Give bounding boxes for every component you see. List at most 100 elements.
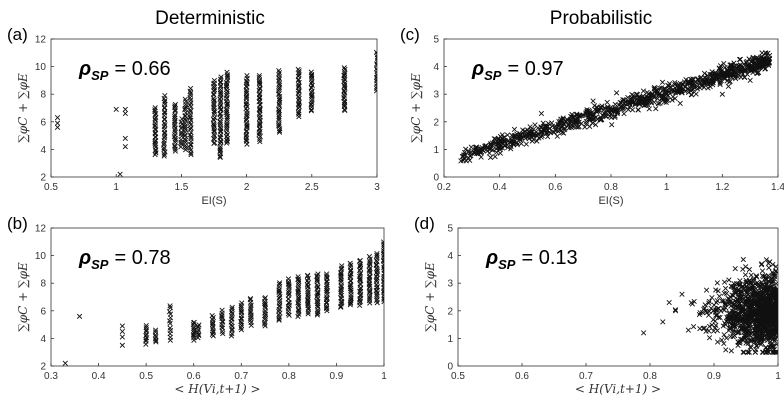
data-point bbox=[219, 324, 225, 330]
data-point bbox=[612, 101, 618, 107]
data-point bbox=[636, 99, 642, 105]
data-point bbox=[773, 280, 778, 287]
data-point bbox=[742, 297, 748, 303]
data-point bbox=[366, 274, 373, 280]
x-tick-label: 0.7 bbox=[234, 371, 248, 382]
data-point bbox=[544, 130, 550, 137]
data-point bbox=[183, 117, 189, 124]
data-point bbox=[713, 70, 719, 76]
data-point bbox=[743, 319, 750, 325]
data-point bbox=[172, 148, 178, 154]
x-tick-label: 1.5 bbox=[174, 182, 188, 193]
data-point bbox=[276, 82, 283, 88]
data-point bbox=[655, 100, 661, 107]
data-point bbox=[191, 329, 197, 335]
data-point bbox=[736, 56, 743, 63]
y-axis-label: ∑φC + ∑φE bbox=[409, 73, 423, 143]
data-point bbox=[276, 106, 282, 112]
data-point bbox=[285, 289, 292, 296]
y-tick-label: 4 bbox=[40, 145, 46, 156]
data-point bbox=[276, 76, 283, 82]
data-point bbox=[239, 300, 245, 306]
data-point bbox=[713, 312, 719, 318]
data-point bbox=[759, 337, 765, 343]
data-point bbox=[119, 334, 125, 340]
data-point bbox=[505, 144, 511, 151]
data-point bbox=[759, 268, 766, 274]
data-point bbox=[721, 279, 728, 285]
data-point bbox=[689, 92, 695, 98]
y-tick-label: 2 bbox=[40, 173, 46, 184]
data-point bbox=[735, 281, 742, 287]
data-point bbox=[723, 335, 730, 341]
data-point bbox=[381, 289, 384, 295]
data-point bbox=[752, 281, 758, 287]
data-point bbox=[238, 320, 244, 326]
data-point bbox=[605, 104, 611, 110]
data-point bbox=[296, 87, 302, 94]
data-point bbox=[768, 314, 775, 320]
data-point bbox=[527, 124, 533, 130]
data-point bbox=[593, 122, 599, 128]
data-point bbox=[744, 288, 750, 294]
data-point bbox=[338, 290, 344, 297]
data-point bbox=[218, 102, 224, 108]
data-point bbox=[492, 154, 498, 160]
data-point bbox=[721, 332, 727, 338]
data-point bbox=[167, 325, 173, 331]
data-point bbox=[381, 293, 384, 299]
data-point bbox=[750, 54, 756, 60]
data-point bbox=[697, 85, 703, 91]
y-tick-label: 1 bbox=[447, 334, 453, 345]
data-point bbox=[62, 360, 68, 366]
data-point bbox=[613, 90, 620, 96]
data-point bbox=[709, 294, 715, 301]
data-point bbox=[717, 314, 723, 321]
data-point bbox=[740, 285, 746, 292]
data-point bbox=[217, 90, 224, 97]
data-point bbox=[474, 151, 480, 157]
data-point bbox=[475, 151, 482, 157]
data-point bbox=[735, 63, 741, 70]
data-point bbox=[276, 115, 282, 122]
data-point bbox=[276, 122, 282, 128]
data-point bbox=[771, 300, 777, 307]
data-point bbox=[774, 303, 778, 309]
x-tick-label: 0.8 bbox=[604, 182, 618, 193]
y-tick-label: 3 bbox=[433, 90, 439, 101]
data-point bbox=[152, 131, 158, 137]
data-point bbox=[504, 132, 511, 138]
data-point bbox=[773, 295, 778, 302]
data-point bbox=[573, 119, 579, 125]
data-point bbox=[763, 294, 769, 300]
data-point bbox=[769, 334, 775, 340]
data-point bbox=[660, 319, 666, 325]
data-point bbox=[309, 74, 315, 80]
data-point bbox=[746, 56, 752, 62]
data-point bbox=[276, 281, 283, 287]
data-point bbox=[520, 127, 526, 133]
x-tick-label: 0.8 bbox=[282, 371, 296, 382]
data-point bbox=[598, 117, 604, 123]
data-point bbox=[676, 81, 682, 87]
data-point bbox=[561, 130, 567, 136]
data-point bbox=[339, 265, 345, 271]
data-point bbox=[338, 271, 344, 277]
data-point bbox=[568, 117, 574, 123]
data-point bbox=[632, 100, 638, 107]
panel-c: 0.2 0.4 0.6 0.8 1 1.2 1.4 0 1 2 3 4 5 EI(S) ∑φC + ∑φE (… bbox=[400, 25, 784, 207]
rho-annotation: ρSP = 0.78 bbox=[78, 247, 171, 272]
data-point bbox=[759, 261, 765, 267]
data-point bbox=[729, 312, 735, 318]
y-tick-label: 3 bbox=[447, 279, 453, 290]
data-point bbox=[224, 127, 230, 133]
data-point bbox=[523, 141, 529, 147]
data-point bbox=[724, 67, 730, 73]
y-tick-label: 10 bbox=[35, 251, 47, 262]
x-axis-label: < H(Vi,t+1) > bbox=[575, 382, 661, 396]
data-point bbox=[511, 142, 517, 148]
data-point bbox=[211, 127, 217, 134]
data-point bbox=[315, 271, 321, 277]
data-point bbox=[143, 322, 149, 329]
data-point bbox=[276, 107, 282, 114]
